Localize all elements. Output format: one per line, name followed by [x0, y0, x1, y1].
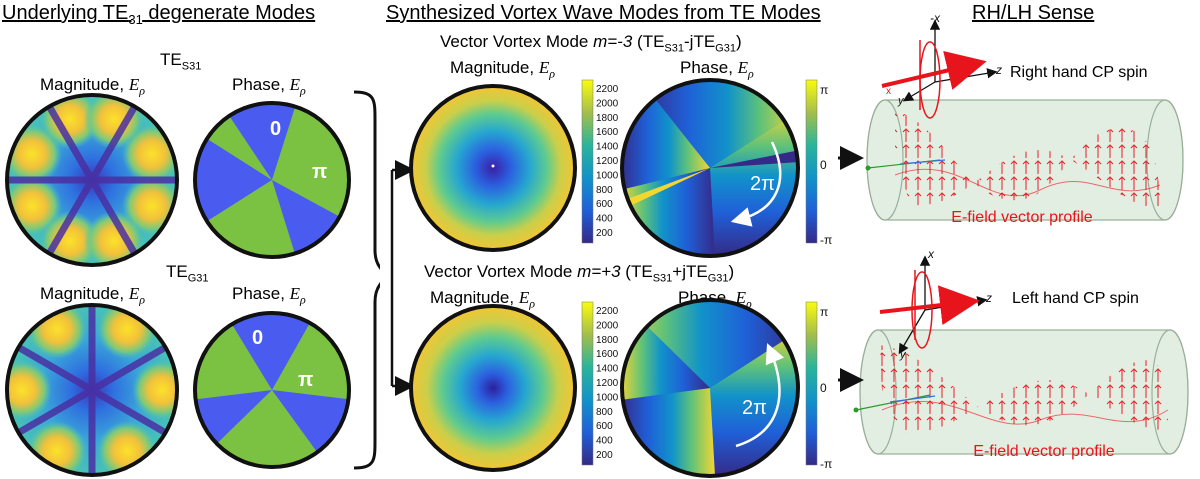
- phase-tick-top-1: 0: [820, 158, 827, 172]
- te-g31-phase-plot: [195, 313, 349, 467]
- magnitude-tick-bottom-6: 1000: [596, 392, 619, 403]
- middle-section-title: Synthesized Vortex Wave Modes from TE Mo…: [386, 2, 821, 24]
- curly-brace: [353, 90, 380, 470]
- right-diagrams: -x z y x E-field vector profile x z y E-…: [838, 11, 1189, 460]
- magnitude-tick-top-0: 2200: [596, 84, 619, 95]
- magnitude-tick-top-1: 2000: [596, 98, 619, 109]
- left-section-title: Underlying TE31 degenerate Modes: [2, 2, 316, 27]
- te-s31-phase-plot: [195, 103, 349, 257]
- magnitude-tick-bottom-8: 600: [596, 421, 613, 432]
- right-hand-cp-caption: Right hand CP spin: [1010, 64, 1148, 81]
- phase-tick-bottom-2: -π: [820, 457, 832, 471]
- left-plots: 0 π 0 π: [5, 90, 380, 477]
- vortex-mode-m-minus3-title: Vector Vortex Mode m=-3 (TES31-jTEG31): [440, 32, 742, 55]
- magnitude-tick-bottom-3: 1600: [596, 349, 619, 360]
- right-section-title: RH/LH Sense: [972, 2, 1095, 24]
- vortex-m-plus3-phase-plot: [622, 300, 798, 476]
- magnitude-tick-top-10: 200: [596, 228, 613, 239]
- vortex-m-minus3-magnitude-plot: [409, 84, 577, 252]
- magnitude-tick-bottom-10: 200: [596, 450, 613, 461]
- magnitude-tick-bottom-2: 1800: [596, 335, 619, 346]
- svg-text:-x: -x: [930, 11, 941, 25]
- magnitude-tick-top-3: 1600: [596, 127, 619, 138]
- magnitude-tick-top-5: 1200: [596, 156, 619, 167]
- magnitude-tick-bottom-9: 400: [596, 436, 613, 447]
- e-field-vector-band-top: [895, 110, 1160, 209]
- rhcp-diagram: -x z y x E-field vector profile: [838, 11, 1184, 226]
- svg-text:y: y: [897, 95, 905, 107]
- magnitude-tick-top-7: 800: [596, 185, 613, 196]
- te-s31-label: TES31: [160, 50, 202, 73]
- te-g31-magnitude-plot: [7, 305, 177, 475]
- magnitude-colorbar-top: [581, 79, 594, 244]
- magnitude-tick-top-8: 600: [596, 199, 613, 210]
- left-bottom-magnitude-label: Magnitude, Eρ: [40, 284, 145, 307]
- magnitude-tick-top-4: 1400: [596, 142, 619, 153]
- magnitude-tick-top-6: 1000: [596, 170, 619, 181]
- svg-text:y: y: [899, 349, 907, 361]
- phase-colorbar-top: [805, 79, 818, 244]
- mid-bottom-magnitude-label: Magnitude, Eρ: [430, 288, 535, 311]
- phase-tick-top-2: -π: [820, 233, 832, 247]
- left-hand-cp-caption: Left hand CP spin: [1012, 290, 1139, 307]
- svg-text:x: x: [886, 86, 891, 97]
- magnitude-tick-bottom-0: 2200: [596, 306, 619, 317]
- te-s31-magnitude-plot: [7, 95, 177, 265]
- lhcp-diagram: x z y E-field vector profile: [838, 247, 1189, 460]
- magnitude-tick-top-9: 400: [596, 214, 613, 225]
- svg-text:z: z: [985, 291, 992, 305]
- phase-tick-top-0: π: [820, 83, 828, 97]
- phase-pi-label-top: π: [312, 161, 327, 183]
- magnitude-tick-top-2: 1800: [596, 113, 619, 124]
- svg-text:x: x: [927, 247, 935, 261]
- phase-zero-label-top: 0: [270, 118, 281, 140]
- phase-colorbar-bottom: [805, 301, 818, 466]
- e-field-profile-label-top: E-field vector profile: [951, 209, 1092, 226]
- phase-tick-bottom-1: 0: [820, 381, 827, 395]
- phase-zero-label-bottom: 0: [252, 327, 263, 349]
- vortex-mode-m-plus3-title: Vector Vortex Mode m=+3 (TES31+jTEG31): [424, 262, 735, 285]
- magnitude-colorbar-bottom: [581, 301, 594, 466]
- magnitude-tick-bottom-7: 800: [596, 407, 613, 418]
- phase-tick-bottom-0: π: [820, 305, 828, 319]
- magnitude-tick-bottom-4: 1400: [596, 364, 619, 375]
- left-top-phase-label: Phase, Eρ: [232, 75, 306, 98]
- magnitude-tick-bottom-1: 2000: [596, 320, 619, 331]
- vortex-m-plus3-magnitude-plot: [409, 304, 577, 472]
- left-bottom-phase-label: Phase, Eρ: [232, 284, 306, 307]
- two-pi-label-bottom: 2π: [742, 397, 767, 419]
- left-top-magnitude-label: Magnitude, Eρ: [40, 75, 145, 98]
- te-g31-label: TEG31: [166, 262, 209, 285]
- mid-top-magnitude-label: Magnitude, Eρ: [450, 58, 555, 81]
- magnitude-colorbar-bottom-ticks: 2200 2000 1800 1600 1400 1200 1000 800 600 400 200: [596, 306, 619, 461]
- middle-plots: 2200200018001600140012001000800600400200…: [390, 78, 832, 478]
- e-field-vector-band-bottom: [880, 345, 1168, 433]
- phase-colorbar-top-ticks: π 0 -π: [820, 83, 832, 247]
- e-field-profile-label-bottom: E-field vector profile: [973, 443, 1114, 460]
- two-pi-label-top: 2π: [750, 173, 775, 195]
- phase-colorbar-bottom-ticks: π 0 -π: [820, 305, 832, 471]
- phase-pi-label-bottom: π: [298, 369, 313, 391]
- magnitude-colorbar-top-ticks: 2200 2000 1800 1600 1400 1200 1000 800 600 400 200: [596, 84, 619, 239]
- svg-text:z: z: [995, 63, 1002, 77]
- magnitude-tick-bottom-5: 1200: [596, 378, 619, 389]
- mid-top-phase-label: Phase, Eρ: [680, 58, 754, 81]
